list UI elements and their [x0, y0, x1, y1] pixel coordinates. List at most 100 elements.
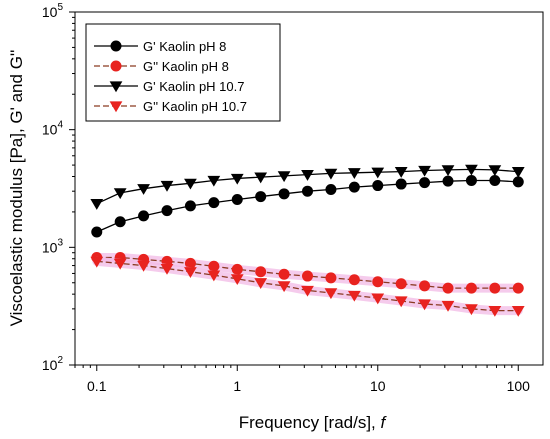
- data-point: [442, 282, 454, 294]
- x-axis-label-text: Frequency [rad/s],: [239, 413, 381, 432]
- data-point: [161, 205, 173, 217]
- data-point: [418, 299, 431, 311]
- data-point: [207, 175, 221, 187]
- data-point: [278, 188, 290, 200]
- data-point: [113, 258, 127, 270]
- data-point: [465, 282, 477, 294]
- data-point: [324, 288, 338, 300]
- y-tick-exponent: 3: [57, 237, 63, 248]
- data-point: [231, 193, 243, 205]
- data-point: [138, 210, 150, 222]
- data-point: [395, 178, 407, 190]
- data-point: [113, 188, 127, 200]
- data-point: [301, 285, 314, 297]
- data-point: [488, 165, 502, 177]
- data-point: [418, 165, 431, 177]
- x-axis: 0.1 1 10 100: [74, 365, 531, 394]
- y-tick-exponent: 4: [57, 120, 63, 131]
- y-axis-label: Viscoelastic modulus [Pa], G' and G'': [7, 50, 26, 327]
- data-point: [208, 197, 220, 209]
- legend-marker: [109, 81, 123, 93]
- y-tick-base: 10: [42, 239, 58, 255]
- y-tick-exponent: 5: [57, 2, 63, 13]
- y-tick-label: 104: [42, 120, 64, 138]
- data-point: [254, 278, 268, 289]
- data-point: [465, 304, 478, 316]
- data-point: [184, 267, 197, 278]
- data-point: [348, 274, 360, 286]
- data-point: [348, 181, 360, 193]
- series-4: [90, 256, 525, 317]
- data-point: [347, 290, 361, 302]
- data-point: [512, 176, 524, 188]
- data-point: [441, 165, 455, 177]
- data-point: [278, 268, 290, 280]
- y-tick-base: 10: [42, 122, 58, 138]
- data-point: [255, 266, 267, 278]
- data-point: [302, 270, 314, 282]
- x-axis-label: Frequency [rad/s], f: [239, 413, 388, 432]
- data-point: [394, 296, 408, 308]
- data-point: [489, 282, 501, 294]
- data-point: [419, 280, 431, 292]
- x-tick-label: 100: [507, 378, 531, 394]
- data-point: [465, 164, 478, 176]
- data-point: [441, 300, 455, 312]
- x-tick-label: 0.1: [87, 378, 107, 394]
- data-point: [419, 177, 431, 189]
- series-3: [90, 164, 525, 210]
- x-axis-label-italic: f: [381, 413, 388, 432]
- data-point: [207, 270, 221, 282]
- data-point: [488, 305, 502, 317]
- legend-entry: G' Kaolin pH 10.7: [143, 79, 245, 94]
- legend-marker: [109, 101, 123, 113]
- y-tick-label: 105: [42, 2, 64, 20]
- legend-marker: [110, 40, 122, 52]
- y-tick-label: 103: [42, 237, 64, 255]
- data-point: [137, 260, 150, 272]
- data-point: [465, 174, 477, 186]
- data-point: [512, 282, 524, 294]
- data-point: [230, 274, 244, 286]
- data-point: [347, 168, 361, 180]
- legend-entry: G' Kaolin pH 8: [143, 39, 226, 54]
- data-point: [91, 226, 103, 238]
- plot-border: [74, 11, 544, 366]
- y-tick-exponent: 2: [57, 355, 63, 366]
- data-point: [371, 167, 385, 179]
- data-point: [442, 175, 454, 187]
- data-point: [301, 169, 314, 181]
- data-point: [511, 166, 525, 178]
- data-point: [114, 216, 126, 228]
- data-point: [489, 174, 501, 186]
- data-point: [160, 180, 174, 192]
- legend-entry: G'' Kaolin pH 8: [143, 59, 229, 74]
- data-point: [90, 256, 104, 268]
- data-point: [302, 185, 314, 197]
- y-tick-base: 10: [42, 4, 58, 20]
- data-point: [277, 171, 291, 183]
- legend: G' Kaolin pH 8 G'' Kaolin pH 8 G' Kaolin p…: [85, 23, 281, 122]
- x-tick-label: 1: [233, 378, 241, 394]
- series-1: [91, 174, 524, 238]
- data-point: [137, 184, 150, 195]
- series-layer: [90, 164, 525, 317]
- data-point: [231, 263, 243, 275]
- data-point: [277, 281, 291, 293]
- legend-entry: G'' Kaolin pH 10.7: [143, 99, 247, 114]
- data-point: [371, 293, 385, 305]
- plot-frame: [74, 11, 544, 366]
- data-point: [160, 263, 174, 275]
- data-point: [208, 260, 220, 272]
- y-tick-base: 10: [42, 357, 58, 373]
- data-point: [372, 276, 384, 288]
- data-point: [90, 199, 104, 210]
- data-point: [255, 191, 267, 203]
- data-point: [372, 180, 384, 192]
- data-point: [395, 278, 407, 290]
- data-point: [184, 178, 197, 190]
- data-point: [511, 305, 525, 317]
- data-point: [324, 168, 338, 180]
